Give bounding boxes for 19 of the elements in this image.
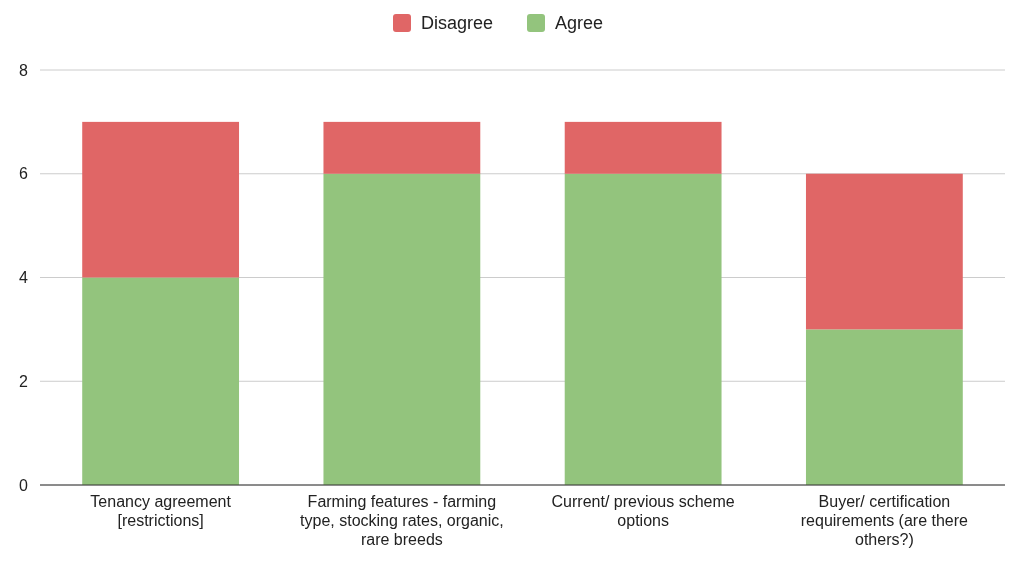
y-tick-label: 6 — [19, 165, 29, 183]
y-tick-label: 2 — [19, 372, 29, 390]
y-tick-label: 0 — [19, 476, 29, 494]
legend-label: Disagree — [421, 13, 494, 34]
legend-label: Agree — [555, 13, 604, 34]
x-tick-label: Current/ previous scheme options — [551, 493, 735, 529]
bar — [82, 121, 240, 278]
bar — [323, 121, 481, 174]
bar — [323, 173, 481, 485]
y-tick-label: 4 — [19, 269, 29, 287]
x-tick-label: Tenancy agreement [restrictions] — [90, 493, 232, 529]
x-tick-label: Farming features - farming type, stocking rates, organic, rare breeds — [300, 493, 504, 548]
x-tick-label: Buyer/ certification requirements (are there others?) — [800, 493, 969, 548]
bar — [564, 173, 722, 485]
bar — [564, 121, 722, 174]
bar — [805, 173, 963, 330]
y-tick-label: 8 — [19, 61, 29, 79]
bar — [82, 277, 240, 485]
bar — [805, 329, 963, 485]
